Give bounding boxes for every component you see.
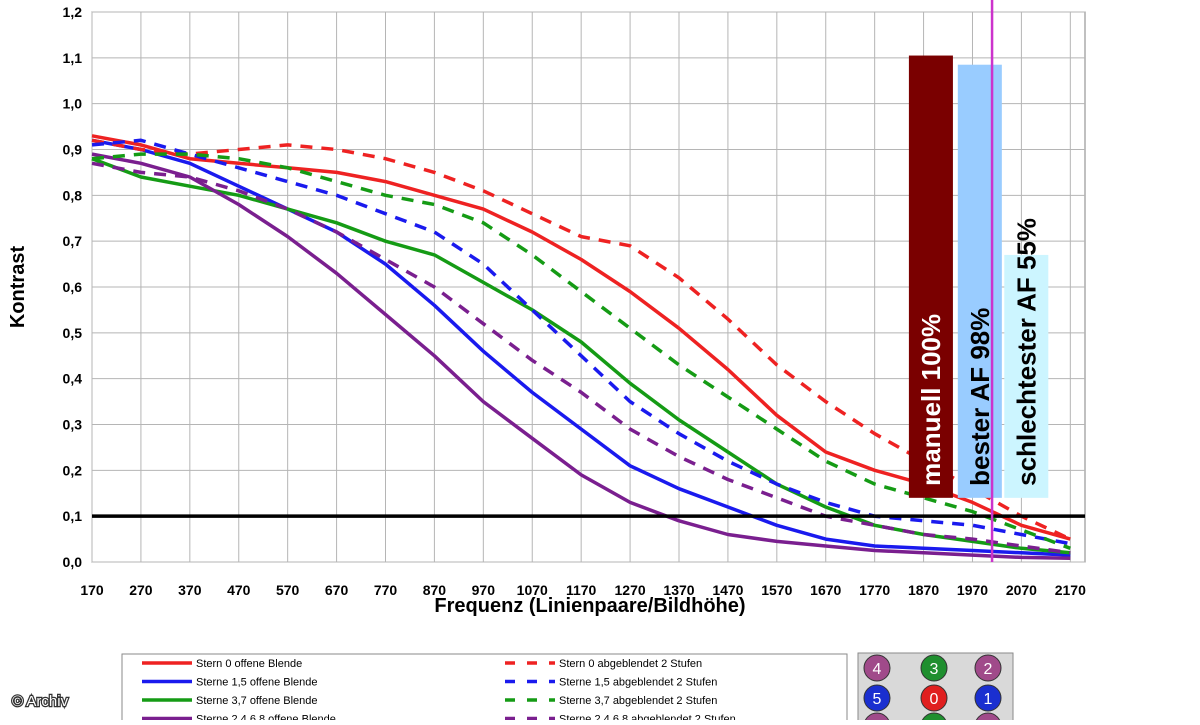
- series-line-2: [91, 138, 1071, 557]
- bar-label-1: manuell 100%: [916, 314, 946, 486]
- star-badge-4: [863, 654, 891, 682]
- series-line-1: [91, 134, 1071, 541]
- legend-item-label: Sterne 2,4,6,8 abgeblendet 2 Stufen: [559, 714, 736, 721]
- x-tick-label: 1370: [663, 582, 694, 598]
- x-tick-label: 1870: [908, 582, 939, 598]
- bar-3: [1004, 254, 1049, 498]
- y-tick-label: 0,2: [63, 462, 83, 478]
- y-tick-label: 0,3: [63, 417, 83, 433]
- x-tick-label: 870: [423, 582, 447, 598]
- x-tick-label: 1770: [859, 582, 890, 598]
- series-line-4: [91, 152, 1071, 561]
- x-tick-label: 1270: [615, 582, 646, 598]
- x-tick-label: 2070: [1006, 582, 1037, 598]
- legend-item-label: Stern 0 offene Blende: [196, 658, 302, 670]
- series-line-8: [91, 161, 1071, 555]
- star-badge-label: 5: [873, 691, 882, 708]
- bar-1: [908, 55, 953, 498]
- x-tick-label: 1470: [712, 582, 743, 598]
- x-tick-label: 1970: [957, 582, 988, 598]
- x-tick-label: 2170: [1055, 582, 1086, 598]
- x-tick-label: 470: [227, 582, 251, 598]
- x-tick-label: 970: [472, 582, 496, 598]
- overlay-layer: [92, 0, 1085, 562]
- y-tick-label: 0,5: [63, 325, 83, 341]
- legend-item-label: Sterne 3,7 offene Blende: [196, 695, 318, 707]
- x-tick-label: 1570: [761, 582, 792, 598]
- star-badge-2: [974, 654, 1002, 682]
- legend-item-label: Stern 0 abgeblendet 2 Stufen: [559, 658, 702, 670]
- star-badge-label: 4: [873, 661, 882, 678]
- y-tick-label: 1,0: [63, 96, 83, 112]
- x-axis-ticks: 170 270 370 470 570 670 770 870 970 1070 1170 1270 1…: [80, 582, 1086, 598]
- legend-item-label: Sterne 2,4,6,8 offene Blende: [196, 714, 336, 721]
- x-tick-label: 270: [129, 582, 153, 598]
- x-tick-label: 170: [80, 582, 104, 598]
- x-tick-label: 570: [276, 582, 300, 598]
- legend-item-label: Sterne 1,5 offene Blende: [196, 677, 318, 689]
- series-line-5: [91, 138, 1072, 541]
- series-layer: [91, 134, 1072, 561]
- x-tick-label: 770: [374, 582, 398, 598]
- x-tick-label: 1070: [517, 582, 548, 598]
- y-axis-ticks: 0,0 0,1 0,2 0,3 0,4 0,5 0,6 0,7 0,8 0,9 1,0 1,1 1,2: [63, 4, 83, 570]
- y-tick-label: 1,1: [63, 50, 83, 66]
- series-line-7: [91, 152, 1071, 550]
- credit-watermark: © Archiv: [11, 692, 70, 712]
- series-line-6: [91, 138, 1071, 546]
- star-badge-1: [974, 684, 1002, 712]
- y-tick-label: 0,7: [63, 233, 83, 249]
- star-badge-label: 2: [984, 661, 993, 678]
- y-tick-label: 0,4: [63, 371, 83, 387]
- x-tick-label: 670: [325, 582, 349, 598]
- star-badge-5: [863, 684, 891, 712]
- y-tick-label: 0,9: [63, 142, 83, 158]
- x-axis-title: Frequenz (Linienpaare/Bildhöhe): [434, 595, 745, 617]
- bar-2: [957, 64, 1002, 498]
- star-badge-label: 1: [984, 691, 993, 708]
- star-badges: 4 3 2 5 0 1: [857, 652, 1014, 725]
- legend-item-label: Sterne 3,7 abgeblendet 2 Stufen: [559, 695, 717, 707]
- credit-text: © Archiv: [12, 693, 69, 710]
- y-tick-label: 0,8: [63, 187, 83, 203]
- x-tick-label: 1170: [566, 582, 597, 598]
- bar-label-2: bester AF 98%: [965, 308, 995, 486]
- legend-item-label: Sterne 1,5 abgeblendet 2 Stufen: [559, 677, 717, 689]
- y-tick-label: 0,1: [63, 508, 83, 524]
- y-tick-label: 1,2: [63, 4, 83, 20]
- y-axis-title: Kontrast: [7, 246, 29, 329]
- x-tick-label: 1670: [810, 582, 841, 598]
- star-badge-label: 0: [930, 691, 939, 708]
- star-badge-3: [920, 654, 948, 682]
- y-tick-label: 0,6: [63, 279, 83, 295]
- legend: Stern 0 offene Blende Sterne 1,5 offene B…: [121, 653, 848, 725]
- bars-layer: manuell 100% bester AF 98% schlechtester A…: [908, 55, 1049, 498]
- legend-box: [121, 653, 848, 725]
- star-badge-0: [920, 684, 948, 712]
- x-tick-label: 370: [178, 582, 202, 598]
- y-tick-label: 0,0: [63, 554, 83, 570]
- star-badge-label: 3: [930, 661, 939, 678]
- bar-label-3: schlechtester AF 55%: [1011, 218, 1041, 486]
